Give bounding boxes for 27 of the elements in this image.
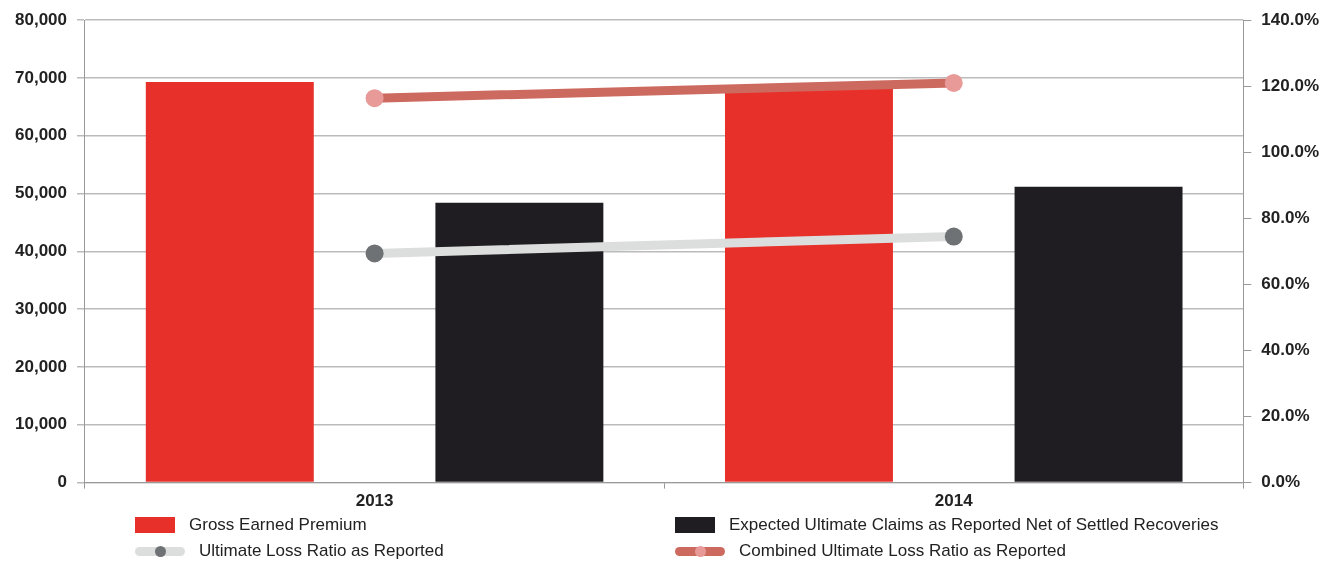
y2-tick-label: 140.0% (1261, 9, 1320, 29)
legend-label: Ultimate Loss Ratio as Reported (199, 541, 444, 561)
x-tick-label: 2013 (355, 491, 394, 511)
y-tick-label: 50,000 (15, 183, 67, 203)
y-tick-label: 10,000 (15, 414, 67, 434)
y-tick-label: 0 (57, 472, 67, 492)
legend-label: Expected Ultimate Claims as Reported Net of Settled Recoveries (729, 515, 1219, 535)
y2-tick-label: 120.0% (1261, 75, 1320, 95)
bar (724, 86, 893, 482)
bar (435, 202, 604, 482)
y-tick-label: 70,000 (15, 67, 67, 87)
y-tick-label: 80,000 (15, 9, 67, 29)
y2-tick-label: 20.0% (1261, 406, 1310, 426)
bar (145, 82, 314, 482)
legend-label: Combined Ultimate Loss Ratio as Reported (739, 541, 1066, 561)
y-tick-label: 30,000 (15, 298, 67, 318)
x-tick-label: 2014 (934, 491, 974, 511)
y-tick-label: 40,000 (15, 241, 67, 261)
y2-tick-label: 60.0% (1261, 274, 1310, 294)
y-tick-label: 20,000 (15, 356, 67, 376)
y2-tick-label: 0.0% (1261, 472, 1301, 492)
y-tick-label: 60,000 (15, 125, 67, 145)
y2-tick-label: 80.0% (1261, 208, 1310, 228)
y2-tick-label: 100.0% (1261, 142, 1320, 161)
legend-label: Gross Earned Premium (189, 515, 367, 535)
y2-tick-label: 40.0% (1261, 340, 1310, 360)
bar (1014, 186, 1183, 482)
